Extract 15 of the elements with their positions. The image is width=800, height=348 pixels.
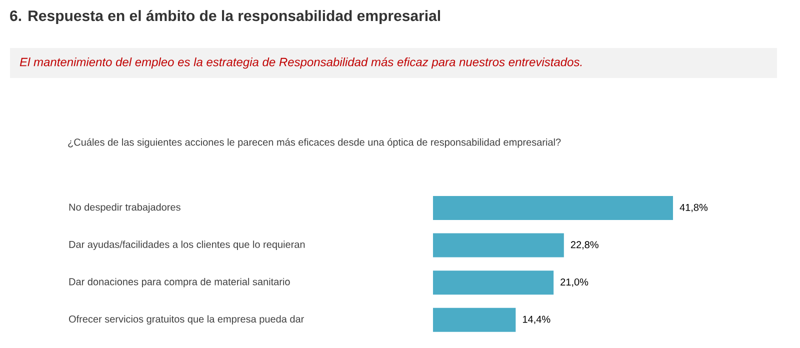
data-label: 21,0% — [560, 278, 588, 287]
y-tick-label: No despedir trabajadores — [69, 203, 180, 213]
y-tick-label: Dar ayudas/facilidades a los clientes que lo requieran — [69, 240, 305, 250]
data-label: 22,8% — [570, 241, 598, 250]
bar — [433, 196, 674, 220]
bar — [433, 233, 564, 258]
text: 6. Respuesta en el ámbito de la responsabilidad empresarial — [10, 10, 440, 24]
text: ¿Cuáles de las siguientes acciones le parecen más eficaces desde una óptica de responsabilidad empresarial? — [68, 138, 561, 148]
data-label: 41,8% — [680, 204, 708, 212]
y-tick-label: Dar donaciones para compra de material sanitario — [69, 278, 290, 288]
text: El mantenimiento del empleo es la estrategia de Responsabilidad más eficaz para nuestros entrevistados. — [20, 57, 582, 69]
y-tick-label: Ofrecer servicios gratuitos que la empresa pueda dar — [69, 315, 304, 325]
data-label: 14,4% — [522, 316, 550, 324]
bar — [433, 308, 516, 332]
bar — [433, 270, 554, 295]
